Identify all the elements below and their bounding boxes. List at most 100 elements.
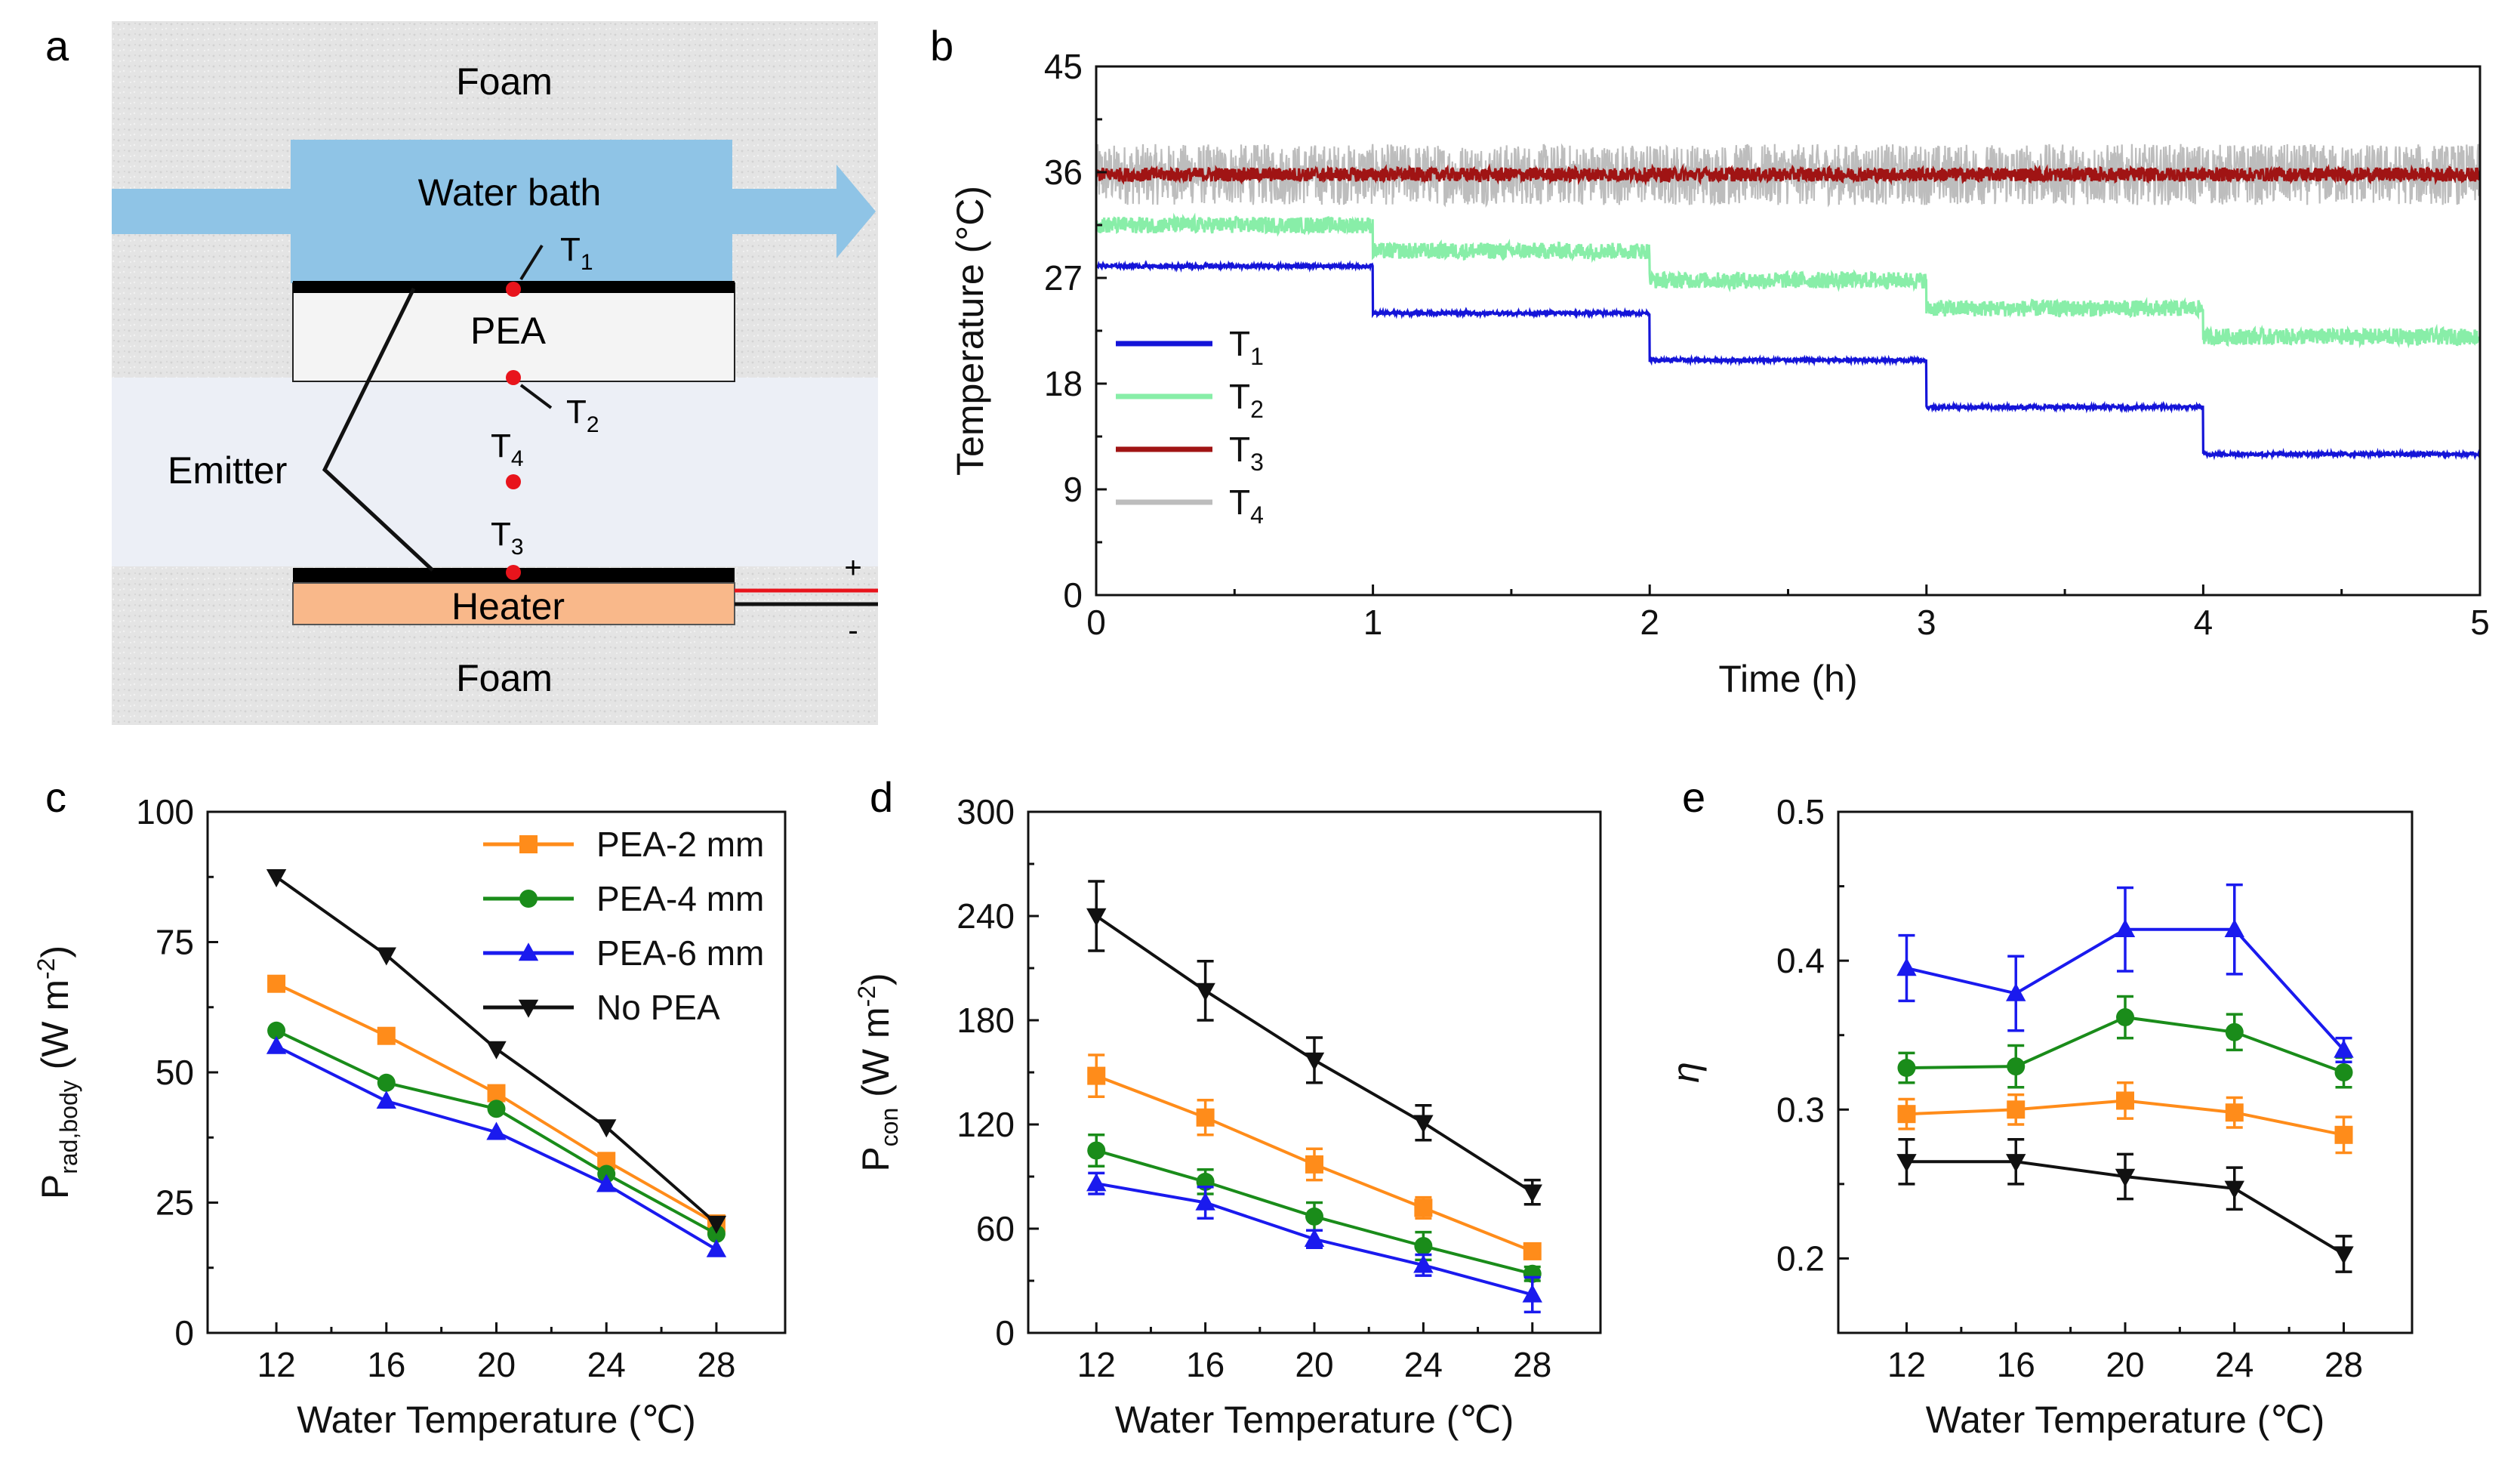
panel-letter-c: c	[45, 773, 66, 821]
point-No PEA-20	[486, 1041, 507, 1060]
y-axis-title: η	[1665, 1062, 1707, 1083]
x-tick-label: 20	[477, 1345, 516, 1384]
y-tick-label: 0	[995, 1313, 1015, 1353]
point-PEA-6 mm-16	[376, 1090, 396, 1109]
legend-marker-PEA-2 mm	[519, 835, 538, 853]
point-PEA-6 mm-12	[1086, 1173, 1107, 1192]
x-tick-label: 20	[1295, 1345, 1333, 1384]
legend-label-No PEA: No PEA	[596, 988, 720, 1027]
y-axis-title: Pcon (W m-2)	[853, 973, 903, 1171]
point-PEA-4 mm-16	[377, 1073, 396, 1092]
x-axis-title: Time (h)	[1718, 658, 1857, 700]
x-tick-label: 28	[697, 1345, 735, 1384]
series-line-T2	[1095, 212, 2481, 349]
sensor-t2	[506, 370, 521, 385]
point-No PEA-16	[1195, 982, 1215, 1001]
point-PEA-2 mm-28	[1523, 1242, 1542, 1260]
legend-label-PEA-2 mm: PEA-2 mm	[596, 825, 764, 864]
y-tick-label: 0	[174, 1313, 194, 1353]
x-tick-label: 24	[587, 1345, 626, 1384]
point-No PEA-28	[1522, 1184, 1542, 1203]
legend-marker-PEA-4 mm	[519, 890, 538, 908]
x-tick-label: 3	[1917, 603, 1936, 642]
flow-arrow-head	[731, 165, 876, 258]
label-t3: T3	[491, 516, 524, 560]
label-foam-bottom: Foam	[456, 657, 553, 699]
point-No PEA-28	[2334, 1246, 2354, 1265]
point-PEA-6 mm-24	[1413, 1254, 1434, 1273]
point-PEA-4 mm-20	[2116, 1008, 2134, 1027]
legend-sub: 1	[1250, 343, 1264, 370]
point-PEA-6 mm-24	[2224, 918, 2244, 937]
y-axis-title-part: (W m	[855, 1007, 897, 1107]
y-axis-title-part: P	[34, 1174, 76, 1199]
flow-arrow-tail	[112, 189, 294, 234]
point-PEA-2 mm-20	[487, 1084, 506, 1103]
y-axis-title-part: rad,body	[55, 1080, 82, 1174]
point-No PEA-12	[266, 869, 287, 888]
y-axis-title-part: )	[34, 945, 76, 958]
x-tick-label: 28	[2324, 1345, 2363, 1384]
point-No PEA-24	[596, 1119, 617, 1138]
point-PEA-6 mm-12	[266, 1035, 287, 1054]
point-PEA-6 mm-16	[2006, 982, 2026, 1001]
point-PEA-6 mm-28	[1522, 1284, 1542, 1303]
y-tick-label: 240	[957, 896, 1015, 936]
y-tick-label: 0.3	[1776, 1090, 1825, 1129]
x-tick-label: 12	[1077, 1345, 1116, 1384]
label-minus: -	[848, 614, 858, 647]
panel-letter-b: b	[930, 22, 953, 69]
plot-frame	[1095, 65, 2481, 597]
y-axis-title: Prad,body (W m-2)	[32, 945, 82, 1199]
point-PEA-2 mm-16	[1196, 1108, 1215, 1127]
legend-sub: 3	[1250, 449, 1264, 476]
point-No PEA-24	[2224, 1180, 2244, 1199]
y-tick-label: 300	[957, 792, 1015, 831]
label-plus: +	[844, 551, 861, 585]
x-tick-label: 24	[2215, 1345, 2254, 1384]
y-tick-label: 27	[1044, 258, 1083, 298]
legend-label-PEA-4 mm: PEA-4 mm	[596, 879, 764, 918]
y-tick-label: 25	[156, 1183, 194, 1223]
point-PEA-2 mm-20	[2116, 1091, 2134, 1110]
point-PEA-2 mm-24	[2225, 1103, 2244, 1122]
point-No PEA-28	[706, 1215, 727, 1234]
point-PEA-6 mm-28	[2334, 1039, 2354, 1058]
point-PEA-6 mm-20	[486, 1121, 507, 1140]
legend-label-T2: T2	[1229, 377, 1264, 423]
point-No PEA-20	[1304, 1052, 1325, 1071]
label-t1: T1	[560, 231, 593, 275]
x-tick-label: 16	[1997, 1345, 2035, 1384]
x-tick-label: 5	[2470, 603, 2490, 642]
y-tick-label: 45	[1044, 47, 1083, 86]
y-tick-label: 100	[136, 792, 194, 831]
panel-e: e 12 16 20 24 28 0.2 0.3 0.4 0.5 Water Temperatur…	[1665, 773, 2414, 1441]
point-No PEA-24	[1413, 1115, 1434, 1134]
y-tick-label: 50	[156, 1053, 194, 1092]
point-No PEA-16	[376, 947, 396, 966]
legend-label-T4: T4	[1229, 483, 1264, 529]
point-PEA-4 mm-20	[1305, 1207, 1323, 1226]
heater	[292, 582, 735, 625]
point-PEA-4 mm-12	[1897, 1059, 1916, 1078]
legend-label-T1: T1	[1229, 324, 1264, 370]
point-PEA-2 mm-12	[267, 974, 286, 993]
legend-sub: 2	[1250, 396, 1264, 423]
point-PEA-6 mm-20	[2115, 918, 2136, 937]
label-water-bath: Water bath	[418, 171, 602, 214]
x-tick-label: 0	[1086, 603, 1106, 642]
y-axis-title-part: (W m	[34, 979, 76, 1080]
point-PEA-4 mm-20	[487, 1100, 506, 1118]
panel-letter-d: d	[870, 773, 893, 821]
point-PEA-4 mm-12	[267, 1021, 286, 1040]
label-t4: T4	[491, 427, 524, 471]
point-PEA-2 mm-20	[1305, 1155, 1323, 1174]
legend-marker-PEA-6 mm	[518, 942, 539, 961]
y-axis-title: Temperature (°C)	[949, 186, 991, 476]
panel-d: d 12 16 20 24 28 0 60 120 180 240 300 Water Tempera…	[853, 773, 1602, 1441]
label-emitter: Emitter	[168, 449, 287, 492]
series-line-T3	[1095, 163, 2481, 187]
point-PEA-2 mm-24	[1414, 1198, 1433, 1217]
